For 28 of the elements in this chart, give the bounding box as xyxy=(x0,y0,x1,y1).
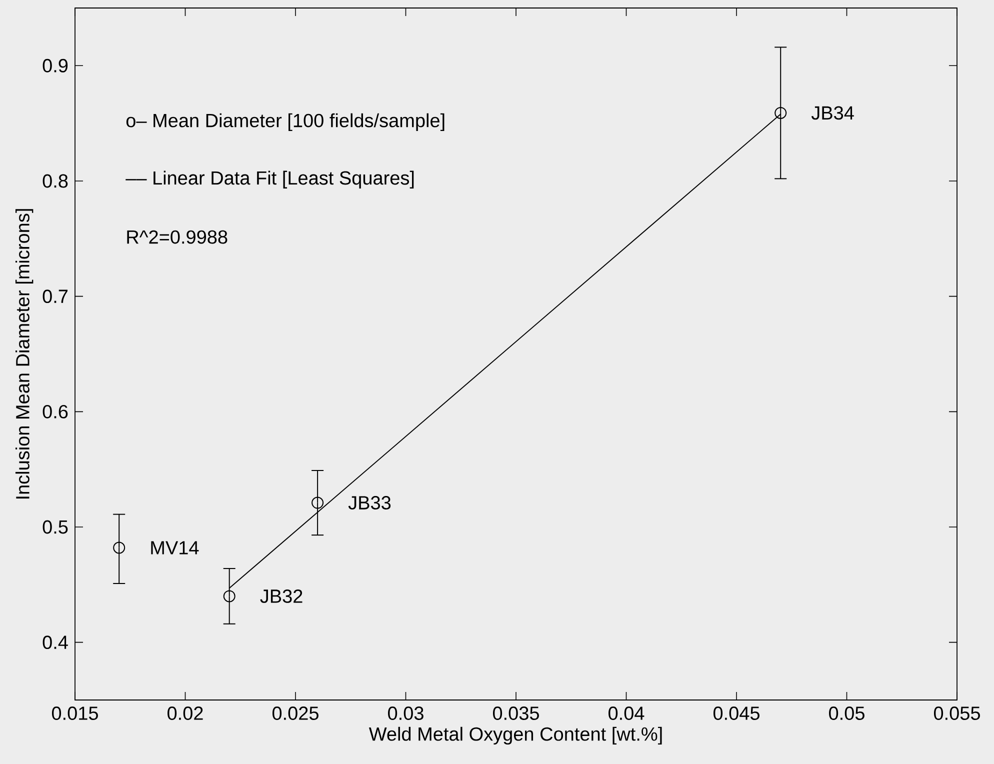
x-tick-label: 0.015 xyxy=(52,706,98,720)
x-tick-label: 0.04 xyxy=(608,706,644,720)
y-tick-label: 0.8 xyxy=(42,174,68,188)
point xyxy=(312,496,324,509)
annotation: JB34 xyxy=(811,106,854,120)
y-tick-label: 0.5 xyxy=(42,520,68,534)
annotation: –– Linear Data Fit [Least Squares] xyxy=(126,170,414,188)
point xyxy=(223,590,236,602)
annotation: JB33 xyxy=(348,496,391,510)
x-axis-title: Weld Metal Oxygen Content [wt.%] xyxy=(368,726,662,745)
y-tick-label: 0.6 xyxy=(42,404,68,418)
x-tick-label: 0.045 xyxy=(713,706,760,720)
y-axis-title: Inclusion Mean Diameter [microns] xyxy=(15,209,34,498)
annotation: MV14 xyxy=(151,541,199,554)
point xyxy=(113,542,126,554)
y-tick-label: 0.4 xyxy=(42,636,68,650)
annotation: JB32 xyxy=(260,589,302,603)
point xyxy=(774,106,787,119)
annotation: o– Mean Diameter [100 fields/sample] xyxy=(126,113,444,132)
x-tick-label: 0.03 xyxy=(388,706,424,720)
x-tick-label: 0.02 xyxy=(168,706,203,720)
annotation: R^2=0.9988 xyxy=(127,230,228,244)
x-tick-label: 0.055 xyxy=(934,706,980,720)
y-tick-label: 0.7 xyxy=(42,290,68,304)
x-tick-label: 0.025 xyxy=(272,706,318,720)
x-tick-label: 0.035 xyxy=(492,706,539,720)
y-tick-label: 0.9 xyxy=(42,58,68,72)
x-tick-label: 0.05 xyxy=(829,706,864,720)
